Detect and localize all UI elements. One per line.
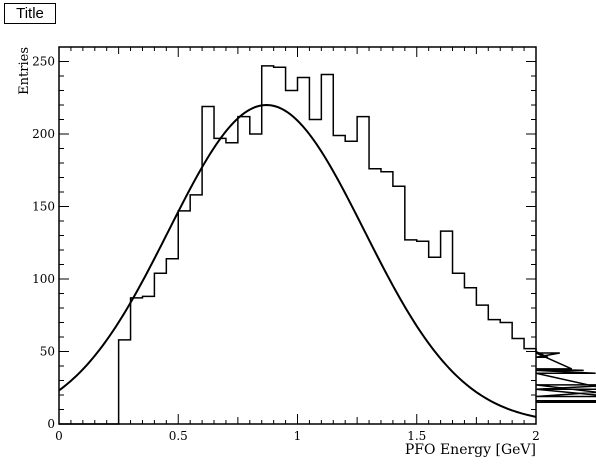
y-tick-label: 250	[32, 55, 55, 69]
histogram-bin	[333, 135, 345, 424]
histogram-bin	[250, 134, 262, 424]
fit-curve	[58, 103, 537, 418]
histogram-bin	[142, 296, 154, 424]
histogram-bin	[464, 288, 476, 424]
histogram-bin	[226, 143, 238, 424]
histogram-steps	[59, 65, 596, 425]
histogram-bin	[274, 67, 286, 424]
histogram-bin	[357, 117, 369, 424]
histogram-bin	[488, 320, 500, 424]
histogram-bin	[381, 172, 393, 424]
x-tick-label: 1.5	[407, 429, 426, 443]
histogram-bin	[369, 169, 381, 424]
histogram-bin	[166, 259, 178, 424]
histogram-bin	[321, 75, 333, 424]
chart-title: Title	[4, 3, 56, 24]
y-tick-label: 50	[40, 345, 55, 359]
histogram-bin	[524, 349, 536, 424]
y-tick-label: 0	[47, 417, 55, 431]
histogram-bin	[190, 195, 202, 424]
histogram-bin	[429, 257, 441, 424]
x-axis-label: PFO Energy [GeV]	[405, 442, 536, 458]
histogram-bin	[119, 340, 131, 424]
histogram-bin	[309, 120, 321, 425]
histogram-bin	[178, 211, 190, 424]
histogram-bin	[298, 77, 310, 424]
histogram-bin	[238, 117, 250, 424]
y-tick-label: 100	[32, 272, 55, 286]
histogram-bin	[476, 305, 488, 424]
histogram-bin	[154, 273, 166, 424]
histogram-bin	[202, 106, 214, 424]
histogram-bin	[262, 66, 274, 424]
histogram-bin	[417, 241, 429, 424]
histogram-bin	[214, 138, 226, 424]
histogram-bin	[286, 91, 298, 425]
x-tick-label: 0	[55, 429, 63, 443]
x-tick-label: 2	[532, 429, 540, 443]
x-tick-label: 1	[294, 429, 302, 443]
histogram-bin	[131, 298, 143, 424]
histogram-bin	[405, 240, 417, 424]
x-tick-label: 0.5	[169, 429, 188, 443]
histogram-bin	[441, 231, 453, 424]
y-axis-label: Entries	[17, 47, 32, 95]
y-tick-label: 200	[32, 127, 55, 141]
histogram-bin	[453, 273, 465, 424]
y-tick-label: 150	[32, 200, 55, 214]
histogram-bin	[345, 141, 357, 424]
